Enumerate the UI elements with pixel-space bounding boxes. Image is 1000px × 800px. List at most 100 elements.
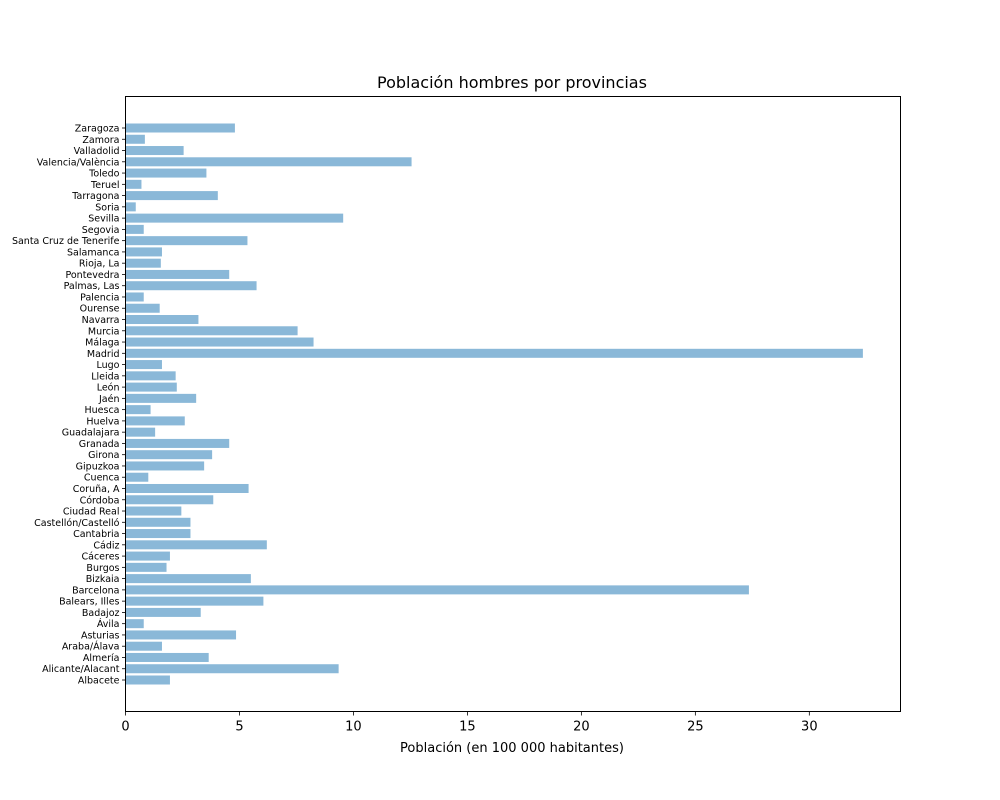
y-tick-label: Lleida xyxy=(91,371,119,382)
y-tick-label: Asturias xyxy=(81,630,120,641)
y-tick-label: Balears, Illes xyxy=(59,597,119,608)
bar xyxy=(125,438,230,448)
y-tick-label: Bizkaia xyxy=(86,574,120,585)
x-axis-ticks: 0 5 10 15 20 25 30 xyxy=(121,711,818,735)
y-tick-label: Pontevedra xyxy=(65,270,119,281)
y-tick-label: Valencia/València xyxy=(37,157,120,168)
x-tick-label: 25 xyxy=(687,720,704,735)
y-tick-label: Coruña, A xyxy=(73,484,120,495)
bar xyxy=(125,506,182,516)
bar xyxy=(125,382,177,392)
y-tick-label: Araba/Álava xyxy=(62,641,120,653)
bar xyxy=(125,472,149,482)
y-tick-label: Ourense xyxy=(80,304,120,315)
bar xyxy=(125,146,184,156)
bar xyxy=(125,664,339,674)
y-tick-label: Cádiz xyxy=(93,540,119,551)
y-tick-label: Cáceres xyxy=(81,552,119,563)
bar xyxy=(125,236,248,246)
y-tick-label: Toledo xyxy=(88,169,120,180)
bar xyxy=(125,281,257,291)
y-tick-label: Zaragoza xyxy=(75,124,120,135)
bar xyxy=(125,348,863,358)
bar xyxy=(125,224,144,234)
y-axis-ticks: AlbaceteAlicante/AlacantAlmeríaAraba/Ála… xyxy=(12,124,126,687)
y-tick-label: Segovia xyxy=(82,225,120,236)
bar xyxy=(125,652,209,662)
bar xyxy=(125,213,344,223)
bar xyxy=(125,461,205,471)
bar xyxy=(125,495,214,505)
x-tick-label: 30 xyxy=(801,720,818,735)
y-tick-label: Navarra xyxy=(82,315,120,326)
y-tick-label: Ciudad Real xyxy=(63,507,120,518)
y-tick-label: Tarragona xyxy=(71,191,119,202)
y-tick-label: Zamora xyxy=(82,135,119,146)
bar xyxy=(125,607,201,617)
bar xyxy=(125,315,199,325)
y-tick-label: Sevilla xyxy=(88,214,119,225)
y-tick-label: Jaén xyxy=(98,394,120,405)
y-tick-label: Teruel xyxy=(90,180,119,191)
bar xyxy=(125,303,160,313)
bar xyxy=(125,134,145,144)
y-tick-label: Valladolid xyxy=(74,146,120,157)
bar xyxy=(125,540,267,550)
y-tick-label: Málaga xyxy=(85,338,119,349)
bar xyxy=(125,619,144,629)
y-tick-label: Castellón/Castelló xyxy=(34,518,120,529)
bar xyxy=(125,416,185,426)
bar xyxy=(125,675,170,685)
y-tick-label: Cuenca xyxy=(84,473,120,484)
bar xyxy=(125,574,251,584)
y-tick-label: Barcelona xyxy=(72,585,119,596)
y-tick-label: Madrid xyxy=(87,349,120,360)
y-tick-label: Guadalajara xyxy=(62,428,120,439)
y-tick-label: Córdoba xyxy=(80,495,120,506)
y-tick-label: Rioja, La xyxy=(79,259,120,270)
bar xyxy=(125,326,298,336)
bar xyxy=(125,247,162,257)
y-tick-label: Huesca xyxy=(84,405,119,416)
bar xyxy=(125,258,161,268)
y-tick-label: Cantabria xyxy=(73,529,119,540)
x-tick-label: 5 xyxy=(235,720,243,735)
y-tick-label: Granada xyxy=(79,439,120,450)
y-tick-label: Santa Cruz de Tenerife xyxy=(12,236,120,247)
x-tick-label: 10 xyxy=(345,720,362,735)
bar xyxy=(125,123,235,133)
chart-title: Población hombres por provincias xyxy=(377,73,647,92)
y-tick-label: Palmas, Las xyxy=(64,281,120,292)
bar xyxy=(125,551,170,561)
bar xyxy=(125,269,230,279)
x-tick-label: 15 xyxy=(459,720,476,735)
y-tick-label: Almería xyxy=(83,653,120,664)
y-tick-label: Palencia xyxy=(80,292,119,303)
bar xyxy=(125,191,218,201)
y-tick-label: Soria xyxy=(95,202,119,213)
y-tick-label: Lugo xyxy=(97,360,120,371)
x-tick-label: 0 xyxy=(121,720,129,735)
y-tick-label: Ávila xyxy=(97,618,120,630)
bar xyxy=(125,202,136,212)
y-tick-label: Alicante/Alacant xyxy=(42,664,120,675)
bar xyxy=(125,483,249,493)
bar xyxy=(125,517,191,527)
plot-frame xyxy=(125,96,901,712)
y-tick-label: Burgos xyxy=(86,563,119,574)
bars-group xyxy=(125,123,863,685)
bar xyxy=(125,371,176,381)
bar xyxy=(125,562,167,572)
bar xyxy=(125,427,156,437)
bar xyxy=(125,168,207,178)
x-tick-label: 20 xyxy=(573,720,590,735)
bar xyxy=(125,157,412,167)
bar xyxy=(125,641,162,651)
y-tick-label: Murcia xyxy=(88,326,120,337)
x-axis-label: Población (en 100 000 habitantes) xyxy=(400,741,624,756)
y-tick-label: Huelva xyxy=(86,416,119,427)
bar xyxy=(125,529,191,539)
bar xyxy=(125,596,264,606)
bar xyxy=(125,179,142,189)
